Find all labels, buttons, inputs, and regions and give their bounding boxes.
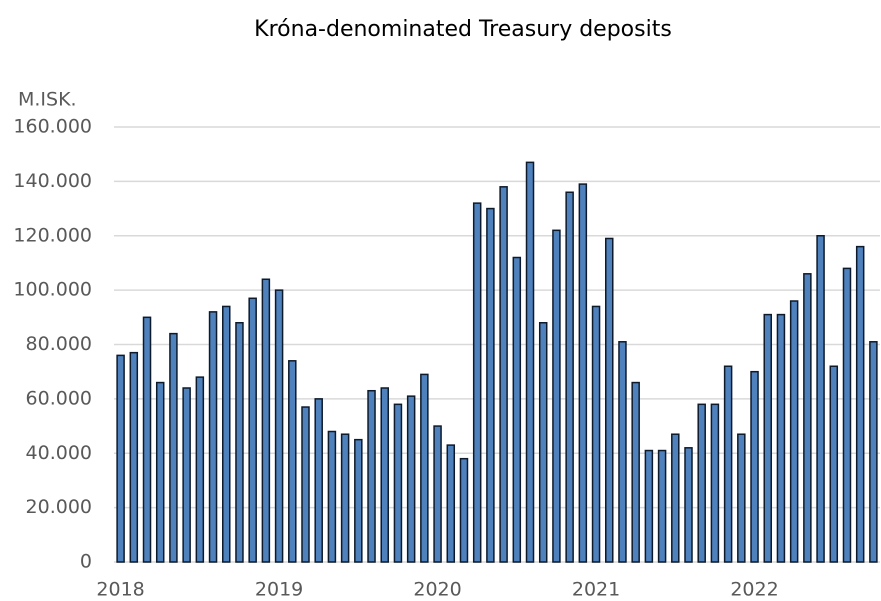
bar <box>182 387 191 563</box>
y-tick-label: 120.000 <box>13 224 92 246</box>
bar <box>195 376 205 563</box>
bar <box>433 425 442 563</box>
bar <box>155 381 165 563</box>
bar <box>552 229 561 563</box>
bar <box>235 322 244 563</box>
bar <box>644 449 654 563</box>
bar <box>169 332 178 563</box>
bar <box>142 316 152 563</box>
chart-title: Króna-denominated Treasury deposits <box>254 17 672 42</box>
bar <box>538 322 548 563</box>
bar <box>129 351 139 563</box>
bar <box>869 341 878 563</box>
bar <box>499 186 508 563</box>
x-tick-label: 2018 <box>96 579 144 601</box>
bar <box>393 403 403 563</box>
bar <box>684 447 693 563</box>
bar <box>565 191 574 563</box>
bar <box>340 433 350 563</box>
bar <box>261 278 271 563</box>
y-tick-label: 60.000 <box>26 387 92 409</box>
bar <box>222 305 231 563</box>
bar <box>406 395 416 563</box>
y-axis-label: M.ISK. <box>18 89 77 111</box>
bar <box>605 237 614 563</box>
bar <box>723 365 733 563</box>
x-tick-label: 2021 <box>572 579 620 601</box>
x-tick-label: 2020 <box>413 579 461 601</box>
bar <box>803 273 812 563</box>
bar <box>671 433 680 563</box>
bar <box>459 457 469 563</box>
bar <box>737 433 746 563</box>
bar <box>578 183 588 563</box>
bar <box>354 438 363 563</box>
x-tick-label: 2019 <box>255 579 303 601</box>
bar <box>842 267 852 563</box>
bar <box>816 235 825 563</box>
bar <box>446 444 456 563</box>
x-tick-label: 2022 <box>730 579 778 601</box>
bar <box>591 305 601 563</box>
bar <box>657 449 667 563</box>
bar <box>486 207 495 563</box>
y-tick-label: 0 <box>80 551 92 573</box>
bar <box>763 313 772 563</box>
bar <box>301 406 310 563</box>
bar <box>420 373 429 563</box>
bar <box>274 289 284 563</box>
bar <box>314 398 323 563</box>
bar <box>618 341 627 563</box>
y-tick-label: 100.000 <box>13 279 92 301</box>
bar <box>472 202 482 563</box>
y-tick-label: 80.000 <box>26 333 92 355</box>
y-tick-label: 140.000 <box>13 170 92 192</box>
bar <box>789 300 799 563</box>
bar <box>512 256 522 563</box>
y-tick-label: 40.000 <box>26 442 92 464</box>
bar <box>380 387 389 563</box>
bar <box>288 360 297 563</box>
bar <box>710 403 720 563</box>
bar <box>525 161 535 563</box>
bar <box>750 370 759 563</box>
bar <box>697 403 706 563</box>
bar <box>776 313 786 563</box>
bar <box>367 389 376 563</box>
y-tick-label: 20.000 <box>26 496 92 518</box>
y-tick-label: 160.000 <box>13 116 92 138</box>
bar <box>327 430 337 563</box>
bar <box>116 354 125 563</box>
bar <box>208 311 218 563</box>
bar <box>855 245 865 563</box>
bar <box>248 297 257 563</box>
bar <box>829 365 839 563</box>
bar <box>631 381 640 563</box>
